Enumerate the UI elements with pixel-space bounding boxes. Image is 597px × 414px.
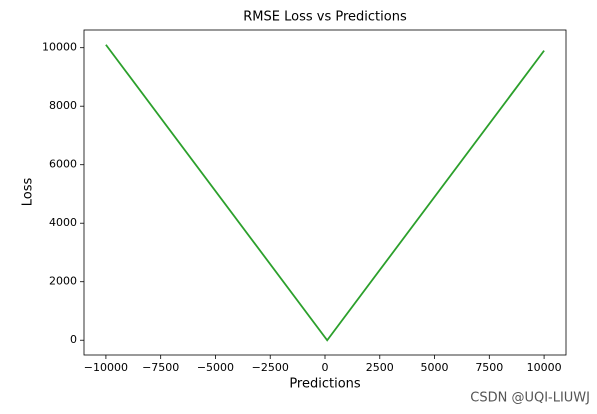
x-tick-label: 2500 xyxy=(366,361,394,374)
x-tick-label: −2500 xyxy=(252,361,289,374)
plot-frame xyxy=(83,29,567,356)
y-tick-label: 10000 xyxy=(42,41,77,54)
chart-title: RMSE Loss vs Predictions xyxy=(243,10,407,25)
y-tick-label: 4000 xyxy=(49,216,77,229)
x-tick-label: 0 xyxy=(322,361,329,374)
x-tick-label: 7500 xyxy=(475,361,503,374)
x-tick-label: −7500 xyxy=(142,361,179,374)
x-axis-label: Predictions xyxy=(289,377,361,392)
y-axis-label: Loss xyxy=(21,178,36,207)
watermark: CSDN @UQI-LIUWJ xyxy=(470,391,590,406)
x-tick-label: −5000 xyxy=(197,361,234,374)
y-tick-label: 2000 xyxy=(49,275,77,288)
x-tick-label: 10000 xyxy=(527,361,562,374)
x-tick-label: 5000 xyxy=(421,361,449,374)
y-tick-label: 8000 xyxy=(49,99,77,112)
x-tick-label: −10000 xyxy=(84,361,128,374)
line xyxy=(105,44,545,342)
y-tick-label: 6000 xyxy=(49,158,77,171)
y-tick-label: 0 xyxy=(70,333,77,346)
